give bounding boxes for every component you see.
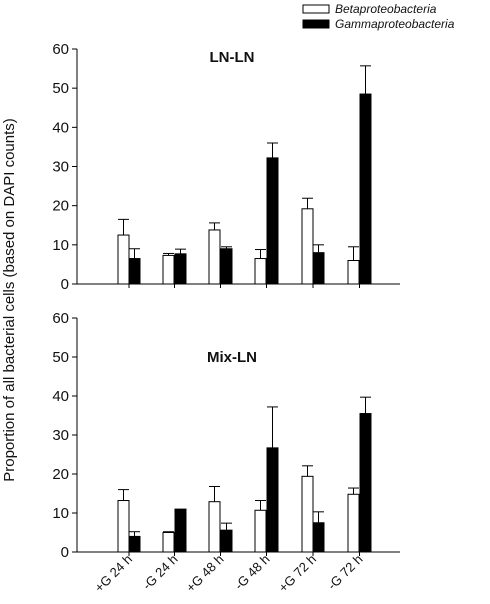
- x-tick-label: +G 48 h: [183, 552, 227, 596]
- panel-title-mix-ln: Mix-LN: [207, 349, 257, 366]
- panel-title-ln-ln: LN-LN: [210, 49, 255, 66]
- bar-gammaproteobacteria: [312, 252, 325, 285]
- panel-ln-ln: LN-LN 0 10 20 30 40 50 60: [52, 41, 400, 293]
- bar-gammaproteobacteria: [266, 447, 279, 553]
- y-tick-label: 0: [61, 276, 69, 293]
- panel-mix-ln: Mix-LN 0 10 20 30 40 50 60: [52, 310, 400, 561]
- bar-betaproteobacteria: [347, 493, 360, 553]
- bar-gammaproteobacteria: [128, 535, 141, 553]
- y-tick-label: 30: [52, 427, 69, 444]
- bar-gammaproteobacteria: [128, 258, 141, 285]
- y-tick-label: 30: [52, 159, 69, 176]
- bar-betaproteobacteria: [162, 532, 175, 553]
- legend-label-betaproteobacteria: Betaproteobacteria: [335, 2, 437, 16]
- y-tick-label: 50: [52, 349, 69, 366]
- y-tick-label: 40: [52, 388, 69, 405]
- x-tick-label: -G 48 h: [231, 552, 272, 593]
- x-tick-label: +G 24 h: [92, 552, 136, 596]
- y-tick-label: 60: [52, 310, 69, 327]
- bar-betaproteobacteria: [254, 509, 267, 553]
- bar-betaproteobacteria: [301, 208, 314, 285]
- y-tick-label: 20: [52, 198, 69, 215]
- bar-gammaproteobacteria: [359, 413, 372, 553]
- x-axis-ticks: +G 24 h -G 24 h +G 48 h -G 48 h +G 72 h -G 72…: [92, 552, 366, 596]
- y-tick-label: 0: [61, 544, 69, 561]
- y-tick-label: 40: [52, 119, 69, 136]
- legend-swatch-gammaproteobacteria: [302, 19, 330, 29]
- bar-betaproteobacteria: [208, 229, 221, 285]
- bar-betaproteobacteria: [208, 501, 221, 553]
- bar-betaproteobacteria: [347, 260, 360, 285]
- bar-gammaproteobacteria: [174, 253, 187, 285]
- bar-betaproteobacteria: [117, 500, 130, 553]
- x-tick-label: +G 72 h: [276, 552, 320, 596]
- bar-betaproteobacteria: [117, 234, 130, 285]
- bar-betaproteobacteria: [254, 258, 267, 285]
- bar-gammaproteobacteria: [266, 157, 279, 285]
- legend-swatch-betaproteobacteria: [302, 4, 330, 14]
- x-tick-label: -G 24 h: [139, 552, 180, 593]
- y-tick-label: 10: [52, 505, 69, 522]
- y-tick-label: 60: [52, 41, 69, 58]
- legend: Betaproteobacteria Gammaproteobacteria: [302, 2, 455, 31]
- y-axis-label: Proportion of all bacterial cells (based…: [1, 118, 18, 482]
- bar-gammaproteobacteria: [174, 508, 187, 553]
- bar-gammaproteobacteria: [312, 522, 325, 553]
- bar-gammaproteobacteria: [220, 529, 233, 553]
- y-tick-label: 50: [52, 80, 69, 97]
- legend-label-gammaproteobacteria: Gammaproteobacteria: [335, 17, 455, 31]
- y-tick-label: 20: [52, 466, 69, 483]
- y-tick-label: 10: [52, 237, 69, 254]
- bar-betaproteobacteria: [162, 254, 175, 285]
- bar-gammaproteobacteria: [359, 93, 372, 285]
- bar-betaproteobacteria: [301, 475, 314, 553]
- bar-gammaproteobacteria: [220, 248, 233, 285]
- x-tick-label: -G 72 h: [324, 552, 365, 593]
